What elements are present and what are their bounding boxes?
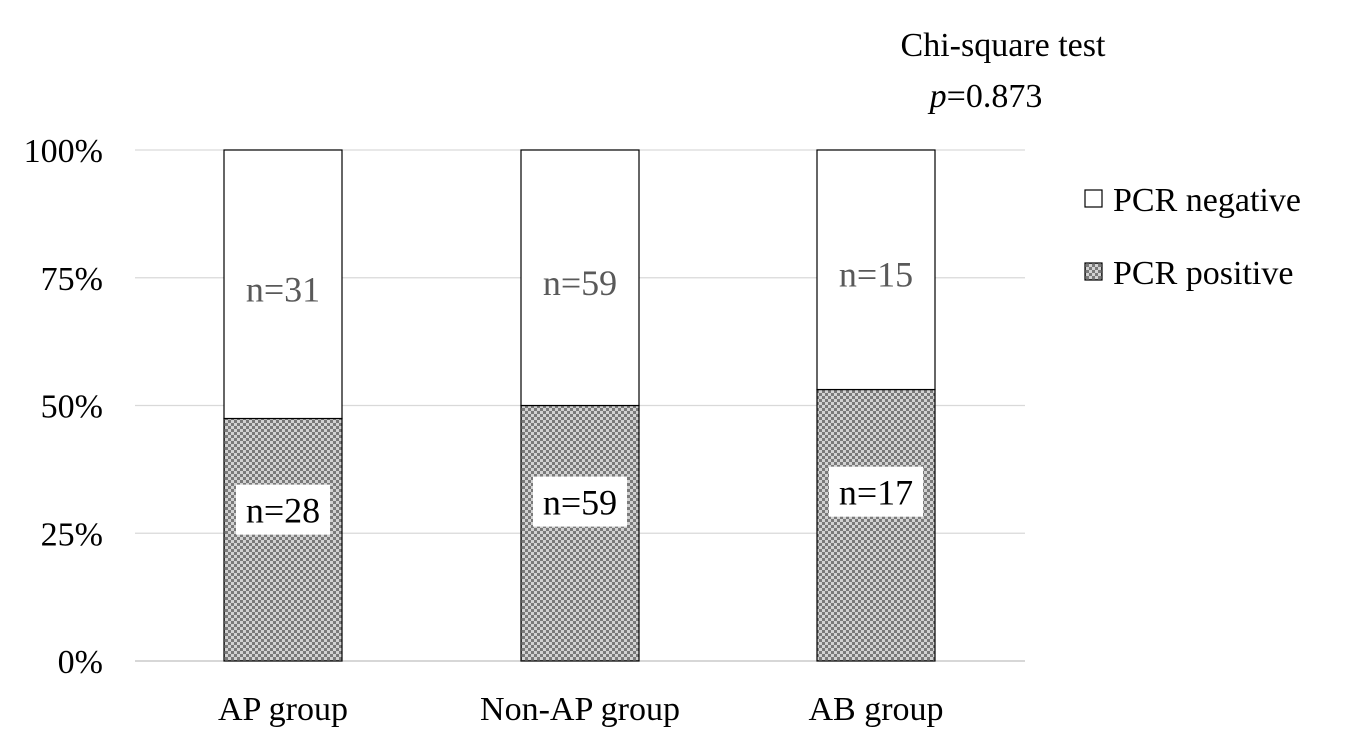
data-label-box <box>533 476 627 527</box>
data-label-pcr-positive: n=17 <box>839 473 913 513</box>
x-tick-label: AP group <box>218 691 348 728</box>
y-tick-label: 0% <box>58 644 103 681</box>
y-axis-tick-labels: 0% 25% 50% 75% 100% <box>24 133 103 681</box>
x-tick-label: Non-AP group <box>480 691 680 728</box>
bars: n=28 n=31 n=59 n=59 n=17 n=15 <box>223 149 936 662</box>
data-label-pcr-positive: n=59 <box>543 483 617 523</box>
bar-segment-pcr-negative <box>816 149 936 391</box>
y-tick-label: 50% <box>41 389 103 426</box>
legend-swatch-positive <box>1084 262 1103 281</box>
annotation-p-value: p=0.873 <box>928 78 1043 115</box>
bar-segment-pcr-positive <box>816 388 936 662</box>
data-label-box <box>236 484 330 535</box>
bar-segment-pcr-negative <box>520 149 640 407</box>
y-tick-label: 75% <box>41 261 103 298</box>
data-label-box <box>829 466 923 517</box>
bar-segment-pcr-positive <box>520 404 640 662</box>
annotation-p-number: =0.873 <box>947 78 1043 115</box>
legend: PCR negative PCR positive <box>1084 182 1301 292</box>
data-label-pcr-negative: n=31 <box>246 270 320 310</box>
x-tick-label: AB group <box>808 691 943 728</box>
stat-annotation: Chi-square test p=0.873 <box>901 27 1106 115</box>
y-tick-label: 25% <box>41 516 103 553</box>
y-tick-label: 100% <box>24 133 103 170</box>
bar-segment-pcr-negative <box>223 149 343 420</box>
x-axis-tick-labels: AP group Non-AP group AB group <box>218 691 944 728</box>
annotation-test-name: Chi-square test <box>901 27 1106 64</box>
annotation-p-symbol: p <box>928 78 947 115</box>
legend-label-negative: PCR negative <box>1113 182 1301 219</box>
bar-segment-pcr-positive <box>223 417 343 662</box>
data-label-pcr-negative: n=15 <box>839 255 913 295</box>
data-label-pcr-negative: n=59 <box>543 263 617 303</box>
legend-swatch-negative <box>1084 189 1103 208</box>
data-label-pcr-positive: n=28 <box>246 491 320 531</box>
legend-label-positive: PCR positive <box>1113 255 1293 292</box>
